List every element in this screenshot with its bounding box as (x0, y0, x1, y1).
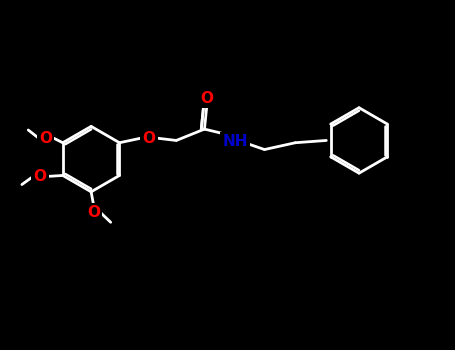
Text: O: O (34, 169, 46, 184)
Text: O: O (39, 131, 52, 146)
Text: O: O (87, 205, 100, 220)
Text: NH: NH (222, 134, 248, 149)
Text: O: O (142, 131, 156, 146)
Text: O: O (200, 91, 213, 106)
